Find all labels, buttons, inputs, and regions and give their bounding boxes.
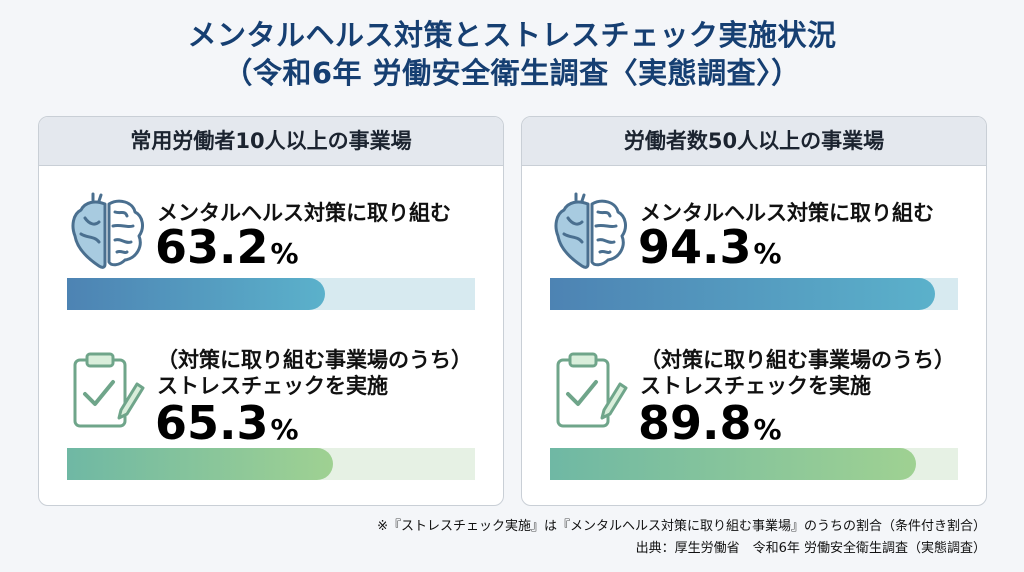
clipboard-check-icon [556, 352, 628, 428]
bar-track [550, 448, 958, 480]
value-unit: % [753, 413, 782, 446]
metric-label: メンタルヘルス対策に取り組む [157, 201, 451, 225]
panel-title: 労働者数50人以上の事業場 [522, 117, 986, 166]
metric-label-prefix: （対策に取り組む事業場のうち） [157, 348, 472, 372]
heart-brain-icon [71, 192, 144, 269]
clipboard-check-icon [73, 352, 145, 428]
metric-label: ストレスチェックを実施 [640, 374, 871, 398]
metric-label: ストレスチェックを実施 [157, 374, 388, 398]
value-number: 63.2 [155, 220, 269, 274]
bar-track [67, 448, 475, 480]
value-unit: % [270, 237, 299, 270]
bar-fill [550, 448, 916, 480]
value-unit: % [270, 413, 299, 446]
value-unit: % [753, 237, 782, 270]
metric-label-prefix: （対策に取り組む事業場のうち） [640, 348, 955, 372]
title-line-2: （令和6年 労働安全衛生調査〈実態調査〉） [223, 56, 801, 90]
bar-fill [550, 278, 935, 310]
bar-fill [67, 448, 333, 480]
bar-track [67, 278, 475, 310]
metric-value: 89.8% [638, 397, 782, 456]
metric-label: メンタルヘルス対策に取り組む [640, 201, 934, 225]
panel-50plus: 労働者数50人以上の事業場 メンタルヘルス対策に取り組む 94.3% （対策に取… [521, 116, 987, 506]
metric-value: 65.3% [155, 397, 299, 456]
bar-track [550, 278, 958, 310]
value-number: 94.3 [638, 220, 752, 274]
metric-value: 94.3% [638, 221, 782, 280]
panel-title: 常用労働者10人以上の事業場 [39, 117, 503, 166]
panel-10plus: 常用労働者10人以上の事業場 メンタルヘルス対策に取り組む 63.2% （対策に… [38, 116, 504, 506]
bar-fill [67, 278, 325, 310]
metric-value: 63.2% [155, 221, 299, 280]
source-note: 出典：厚生労働省 令和6年 労働安全衛生調査（実態調査） [635, 541, 986, 556]
heart-brain-icon [554, 192, 627, 269]
footnote: ※『ストレスチェック実施』は『メンタルヘルス対策に取り組む事業場』のうちの割合（… [377, 519, 986, 534]
title-line-1: メンタルヘルス対策とストレスチェック実施状況 [187, 18, 837, 52]
chart-title: メンタルヘルス対策とストレスチェック実施状況 （令和6年 労働安全衛生調査〈実態… [0, 16, 1024, 92]
value-number: 89.8 [638, 396, 752, 450]
value-number: 65.3 [155, 396, 269, 450]
